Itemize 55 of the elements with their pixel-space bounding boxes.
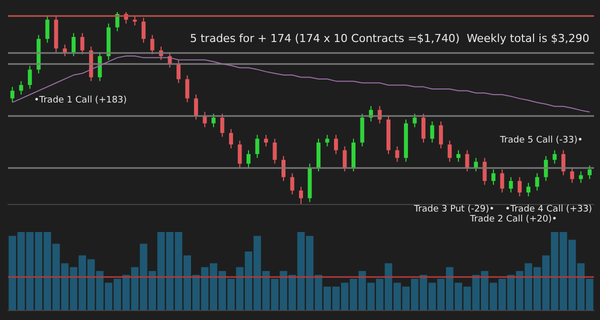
- candlestick: [482, 157, 487, 186]
- annotation: •Trade 1 Call (+183): [34, 96, 127, 106]
- candlestick: [282, 156, 286, 182]
- candlestick: [491, 168, 496, 186]
- candlestick: [552, 150, 557, 164]
- candlestick: [412, 113, 417, 128]
- annotation: Trade 5 Call (-33)•: [499, 136, 583, 146]
- candlestick: [194, 94, 198, 120]
- candlestick: [220, 113, 224, 138]
- text: 5 trades for + 174 (174 x 10 Contracts =$1,740) Weekly total is $3,290: [190, 32, 590, 45]
- candlestick: [72, 32, 76, 57]
- candlestick: [526, 182, 530, 197]
- candlestick: [150, 34, 154, 55]
- candlestick: [62, 44, 67, 57]
- candlestick: [561, 150, 566, 176]
- candlestick: [508, 176, 513, 193]
- candlestick: [448, 140, 452, 162]
- candlestick: [10, 86, 14, 103]
- candlestick: [465, 150, 470, 172]
- candlestick: [544, 156, 548, 182]
- candlestick: [246, 150, 251, 168]
- candlestick: [438, 120, 443, 149]
- candlestick: [28, 65, 32, 90]
- candlestick: [456, 150, 460, 162]
- candlestick: [176, 60, 181, 84]
- candlestick: [299, 186, 303, 204]
- candlestick: [395, 146, 400, 162]
- candlestick: [290, 172, 294, 195]
- text: Trade 3 Put (-29)•: [413, 204, 494, 214]
- candlestick: [588, 165, 592, 180]
- candlestick: [132, 15, 137, 26]
- candlestick: [500, 168, 504, 193]
- candlestick: [342, 146, 347, 172]
- text: Trade 2 Call (+20)•: [469, 214, 558, 224]
- candlestick: [45, 15, 50, 44]
- candlestick: [229, 128, 234, 149]
- candlestick: [264, 134, 268, 147]
- candlestick: [185, 74, 190, 103]
- candlestick: [518, 176, 522, 197]
- candlestick: [19, 80, 24, 96]
- candlestick: [272, 138, 277, 164]
- candlestick: [212, 113, 216, 128]
- candlestick: [80, 32, 84, 55]
- text: •Trade 4 Call (+33): [505, 204, 592, 214]
- candlestick: [570, 167, 574, 184]
- candlestick: [238, 140, 242, 168]
- candlestick: [325, 134, 330, 147]
- candlestick: [421, 113, 426, 144]
- candlestick: [535, 172, 540, 192]
- candlestick: [142, 17, 146, 44]
- candlestick: [430, 120, 434, 144]
- candlestick: [474, 157, 478, 172]
- candlestick: [334, 134, 338, 155]
- candlestick: [578, 170, 583, 184]
- candlestick: [255, 134, 260, 158]
